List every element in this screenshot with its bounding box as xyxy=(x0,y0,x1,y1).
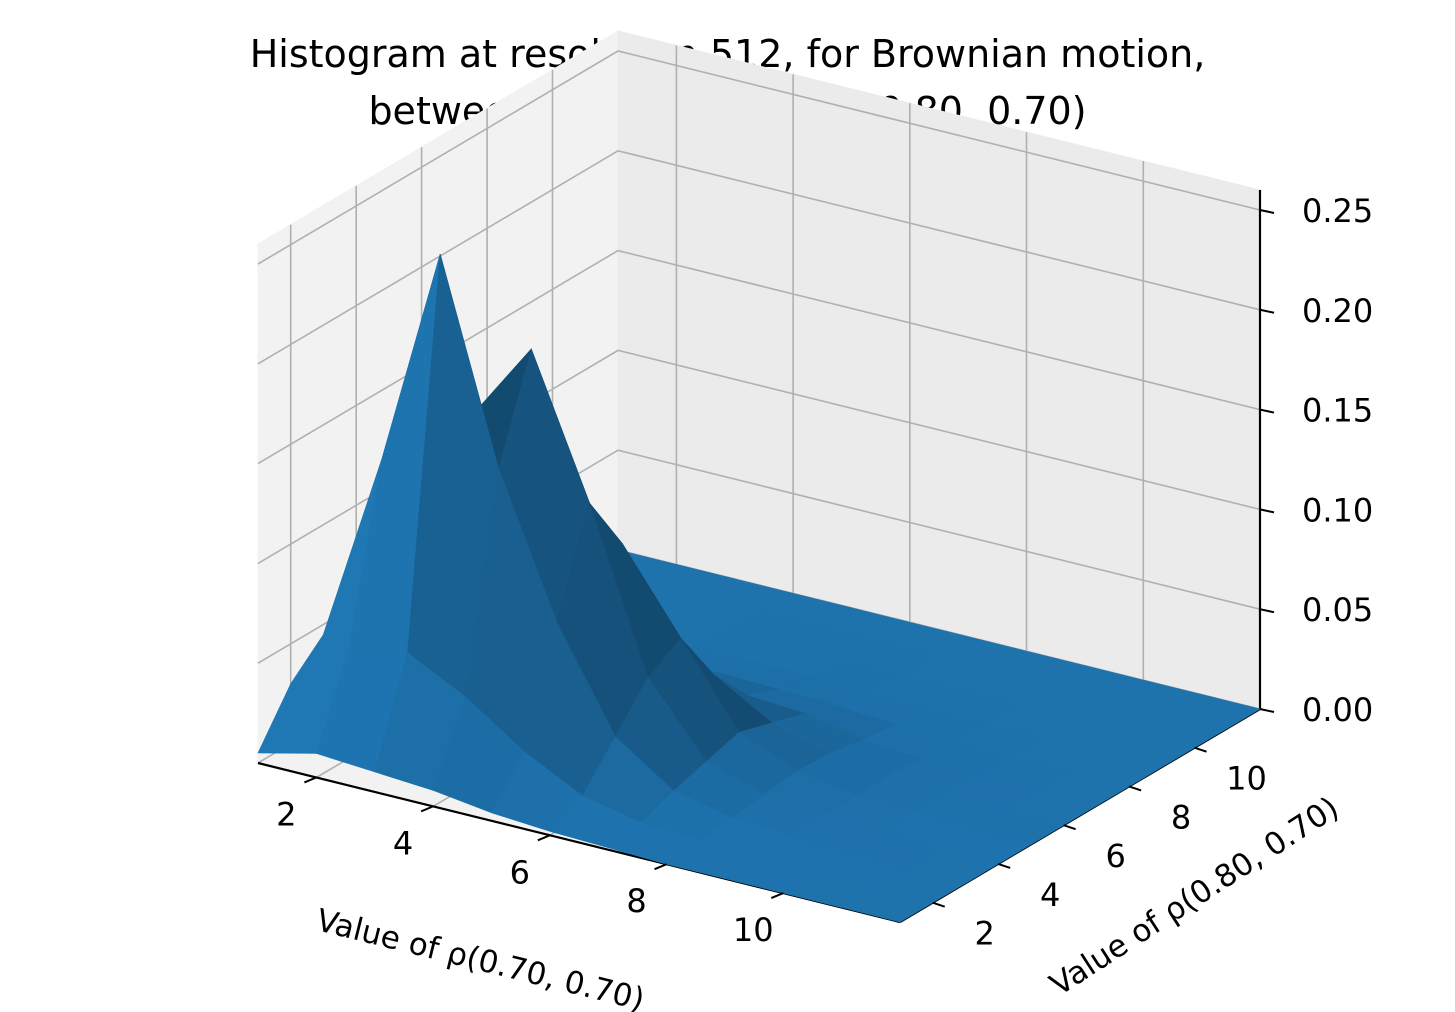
x-tick-label: 10 xyxy=(733,911,774,949)
z-tick xyxy=(1259,408,1275,414)
z-tick xyxy=(1259,708,1275,713)
z-tick xyxy=(1259,508,1275,514)
gridline-z xyxy=(257,149,1261,365)
y-tick-label: 4 xyxy=(1040,876,1060,914)
x-tick xyxy=(770,892,784,900)
y-tick xyxy=(1194,746,1207,753)
z-tick-label: 0.20 xyxy=(1302,292,1373,330)
gridline-z xyxy=(257,50,1261,265)
y-tick xyxy=(1063,824,1076,831)
y-tick-label: 8 xyxy=(1171,798,1191,836)
x-tick-label: 6 xyxy=(510,853,530,891)
surface-facet xyxy=(840,887,934,923)
z-tick-label: 0.25 xyxy=(1302,192,1373,230)
x-tick xyxy=(303,776,317,784)
z-tick xyxy=(1259,208,1275,214)
x-tick xyxy=(537,834,551,842)
surface-mesh xyxy=(257,254,1261,923)
x-tick xyxy=(420,805,434,813)
gridline-z xyxy=(257,249,1261,465)
z-tick xyxy=(1259,308,1275,314)
y-tick xyxy=(997,862,1011,869)
z-tick xyxy=(1259,608,1275,614)
y-tick xyxy=(932,901,946,908)
x-axis-label: Value of ρ(0.70, 0.70) xyxy=(313,902,648,1012)
y-axis-label: Value of ρ(0.80, 0.70) xyxy=(1044,790,1346,1003)
z-tick-label: 0.15 xyxy=(1302,392,1373,430)
y-tick-label: 2 xyxy=(975,915,995,953)
y-tick xyxy=(1128,785,1142,792)
x-tick-label: 8 xyxy=(626,882,646,920)
axis-ticks: 2 4 6 8 10 2 4 6 8 10 0.00 0.05 0.10 0.15 0.20 0.25 xyxy=(276,192,1373,953)
z-tick-label: 0.10 xyxy=(1302,491,1373,529)
x-tick-label: 2 xyxy=(276,795,296,833)
x-tick xyxy=(654,863,667,871)
z-tick-label: 0.05 xyxy=(1302,591,1373,629)
y-tick-label: 10 xyxy=(1226,760,1267,798)
x-tick-label: 4 xyxy=(393,824,413,862)
y-tick-label: 6 xyxy=(1105,837,1125,875)
z-tick-label: 0.00 xyxy=(1302,691,1373,729)
